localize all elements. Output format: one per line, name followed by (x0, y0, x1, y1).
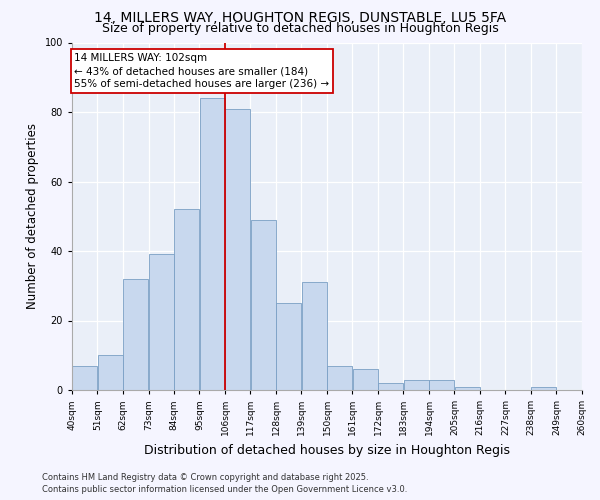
X-axis label: Distribution of detached houses by size in Houghton Regis: Distribution of detached houses by size … (144, 444, 510, 456)
Bar (353, 369, 377, 390)
Bar (430, 380, 454, 390)
Bar (200, 98, 224, 390)
Bar (404, 380, 428, 390)
Bar (328, 366, 352, 390)
Y-axis label: Number of detached properties: Number of detached properties (26, 123, 39, 309)
Bar (251, 220, 275, 390)
Text: Contains HM Land Registry data © Crown copyright and database right 2025.
Contai: Contains HM Land Registry data © Crown c… (42, 472, 407, 494)
Bar (455, 386, 479, 390)
Bar (149, 254, 173, 390)
Text: 14 MILLERS WAY: 102sqm
← 43% of detached houses are smaller (184)
55% of semi-de: 14 MILLERS WAY: 102sqm ← 43% of detached… (74, 53, 329, 90)
Bar (277, 303, 301, 390)
Text: 14, MILLERS WAY, HOUGHTON REGIS, DUNSTABLE, LU5 5FA: 14, MILLERS WAY, HOUGHTON REGIS, DUNSTAB… (94, 11, 506, 25)
Bar (379, 383, 403, 390)
Bar (175, 210, 199, 390)
Text: Size of property relative to detached houses in Houghton Regis: Size of property relative to detached ho… (101, 22, 499, 35)
Bar (124, 279, 148, 390)
Bar (532, 386, 556, 390)
Bar (302, 282, 326, 390)
Bar (73, 366, 97, 390)
Bar (226, 108, 250, 390)
Bar (98, 355, 122, 390)
